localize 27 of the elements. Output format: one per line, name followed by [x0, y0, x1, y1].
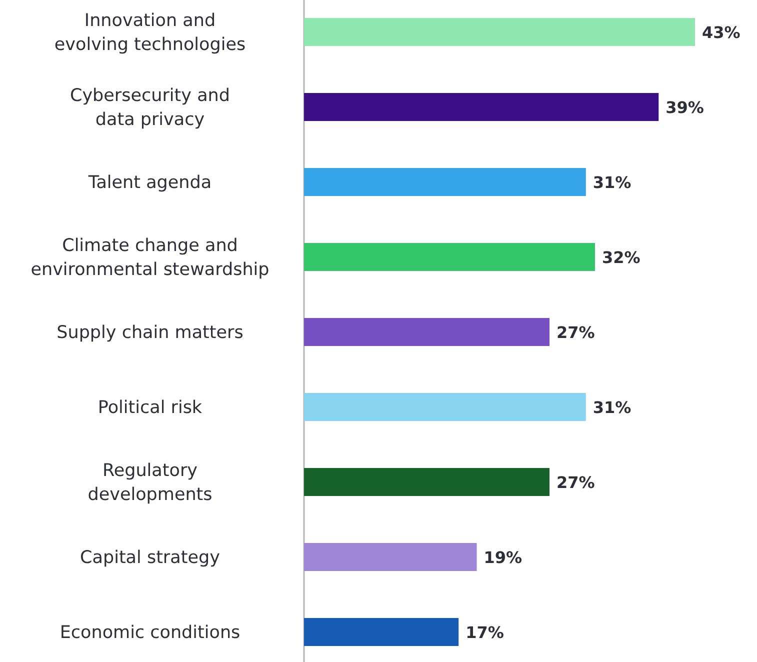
y-tick-label: Economic conditions: [60, 623, 240, 643]
data-label: 31%: [592, 173, 632, 192]
data-label: 32%: [602, 248, 640, 267]
data-label: 17%: [466, 623, 504, 642]
bar: [304, 618, 459, 646]
y-tick-label: Political risk: [98, 398, 203, 418]
y-tick-label: Regulatory developments: [88, 461, 212, 505]
bar: [304, 543, 477, 571]
data-label: 27%: [556, 473, 595, 492]
data-label: 43%: [702, 23, 740, 42]
bar: [304, 93, 659, 121]
bar: [304, 318, 550, 346]
bar: [304, 18, 695, 46]
bar: [304, 393, 586, 421]
y-tick-label: Supply chain matters: [56, 323, 244, 343]
y-tick-label: Climate change and environmental stewardship: [30, 236, 270, 280]
bar: [304, 468, 550, 496]
data-label: 19%: [484, 548, 522, 567]
y-tick-label: Innovation and evolving technologies: [54, 11, 246, 55]
y-tick-label: Capital strategy: [80, 548, 220, 568]
data-label: 27%: [556, 323, 595, 342]
data-label: 39%: [666, 98, 704, 117]
data-label: 31%: [592, 398, 632, 417]
bar: [304, 168, 586, 196]
y-tick-label: Cybersecurity and data privacy: [70, 86, 230, 130]
y-tick-label: Talent agenda: [87, 173, 212, 193]
bar: [304, 243, 595, 271]
